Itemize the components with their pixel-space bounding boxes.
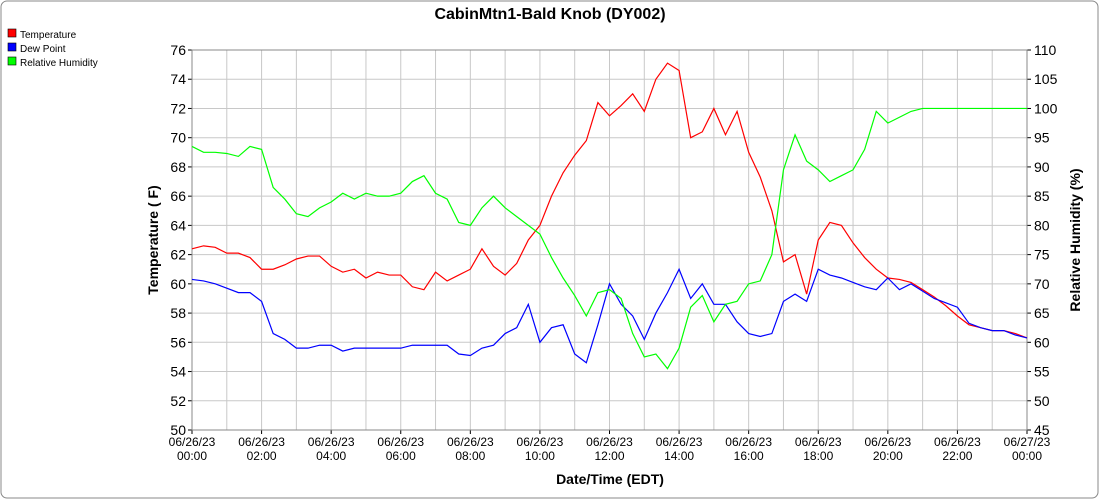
y-tick-label: 74 <box>170 71 186 87</box>
x-tick-label: 06/26/23 02:00 <box>238 435 285 463</box>
y2-tick-label: 100 <box>1034 100 1058 116</box>
y-tick-label: 50 <box>170 422 186 438</box>
x-axis-label: Date/Time (EDT) <box>556 471 664 487</box>
y2-tick-label: 75 <box>1034 247 1050 263</box>
y2-tick-label: 110 <box>1034 42 1057 58</box>
y-tick-label: 76 <box>170 42 186 58</box>
y2-tick-label: 90 <box>1034 159 1050 175</box>
chart-title: CabinMtn1-Bald Knob (DY002) <box>434 6 665 23</box>
y-tick-label: 54 <box>170 364 186 380</box>
x-tick-label: 06/26/23 20:00 <box>864 435 911 463</box>
y2-tick-label: 65 <box>1034 305 1050 321</box>
y-tick-label: 60 <box>170 276 186 292</box>
series-line <box>191 267 1028 364</box>
x-tick-label: 06/26/23 06:00 <box>377 435 424 463</box>
legend-swatch <box>7 56 17 66</box>
x-tick-label: 06/26/23 22:00 <box>934 435 981 463</box>
x-tick-label: 06/26/23 04:00 <box>308 435 355 463</box>
y-tick-label: 70 <box>170 130 186 146</box>
series-line <box>191 107 1027 370</box>
y2-tick-label: 105 <box>1034 71 1058 87</box>
y-tick-label: 64 <box>170 217 186 233</box>
y-axis-label: Temperature ( F) <box>145 185 161 294</box>
y-tick-label: 66 <box>170 188 186 204</box>
y-tick-label: 52 <box>170 393 186 409</box>
y2-axis-label: Relative Humidity (%) <box>1067 168 1083 311</box>
y-tick-label: 58 <box>170 305 186 321</box>
y-tick-label: 62 <box>170 247 186 263</box>
y2-tick-label: 60 <box>1034 334 1050 350</box>
y-tick-label: 56 <box>170 334 186 350</box>
y2-tick-label: 55 <box>1034 364 1050 380</box>
legend-label: Relative Humidity <box>20 58 98 69</box>
y2-tick-label: 50 <box>1034 393 1050 409</box>
x-tick-label: 06/26/23 18:00 <box>795 435 842 463</box>
y2-tick-label: 85 <box>1034 188 1050 204</box>
legend-swatch <box>7 42 17 52</box>
x-tick-label: 06/26/23 12:00 <box>586 435 633 463</box>
x-tick-label: 06/26/23 08:00 <box>447 435 494 463</box>
y2-tick-label: 45 <box>1034 422 1050 438</box>
y-tick-label: 72 <box>170 100 186 116</box>
x-tick-label: 06/26/23 10:00 <box>517 435 564 463</box>
y2-tick-label: 80 <box>1034 217 1050 233</box>
x-tick-label: 06/26/23 00:00 <box>169 435 216 463</box>
legend-label: Temperature <box>20 30 77 41</box>
y2-tick-label: 95 <box>1034 130 1050 146</box>
x-tick-label: 06/26/23 16:00 <box>725 435 772 463</box>
x-tick-label: 06/27/23 00:00 <box>1004 435 1051 463</box>
plot-frame <box>191 49 1028 431</box>
x-tick-label: 06/26/23 14:00 <box>656 435 703 463</box>
y-tick-label: 68 <box>170 159 186 175</box>
y2-tick-label: 70 <box>1034 276 1050 292</box>
legend-swatch <box>7 28 17 38</box>
legend-label: Dew Point <box>20 44 66 55</box>
